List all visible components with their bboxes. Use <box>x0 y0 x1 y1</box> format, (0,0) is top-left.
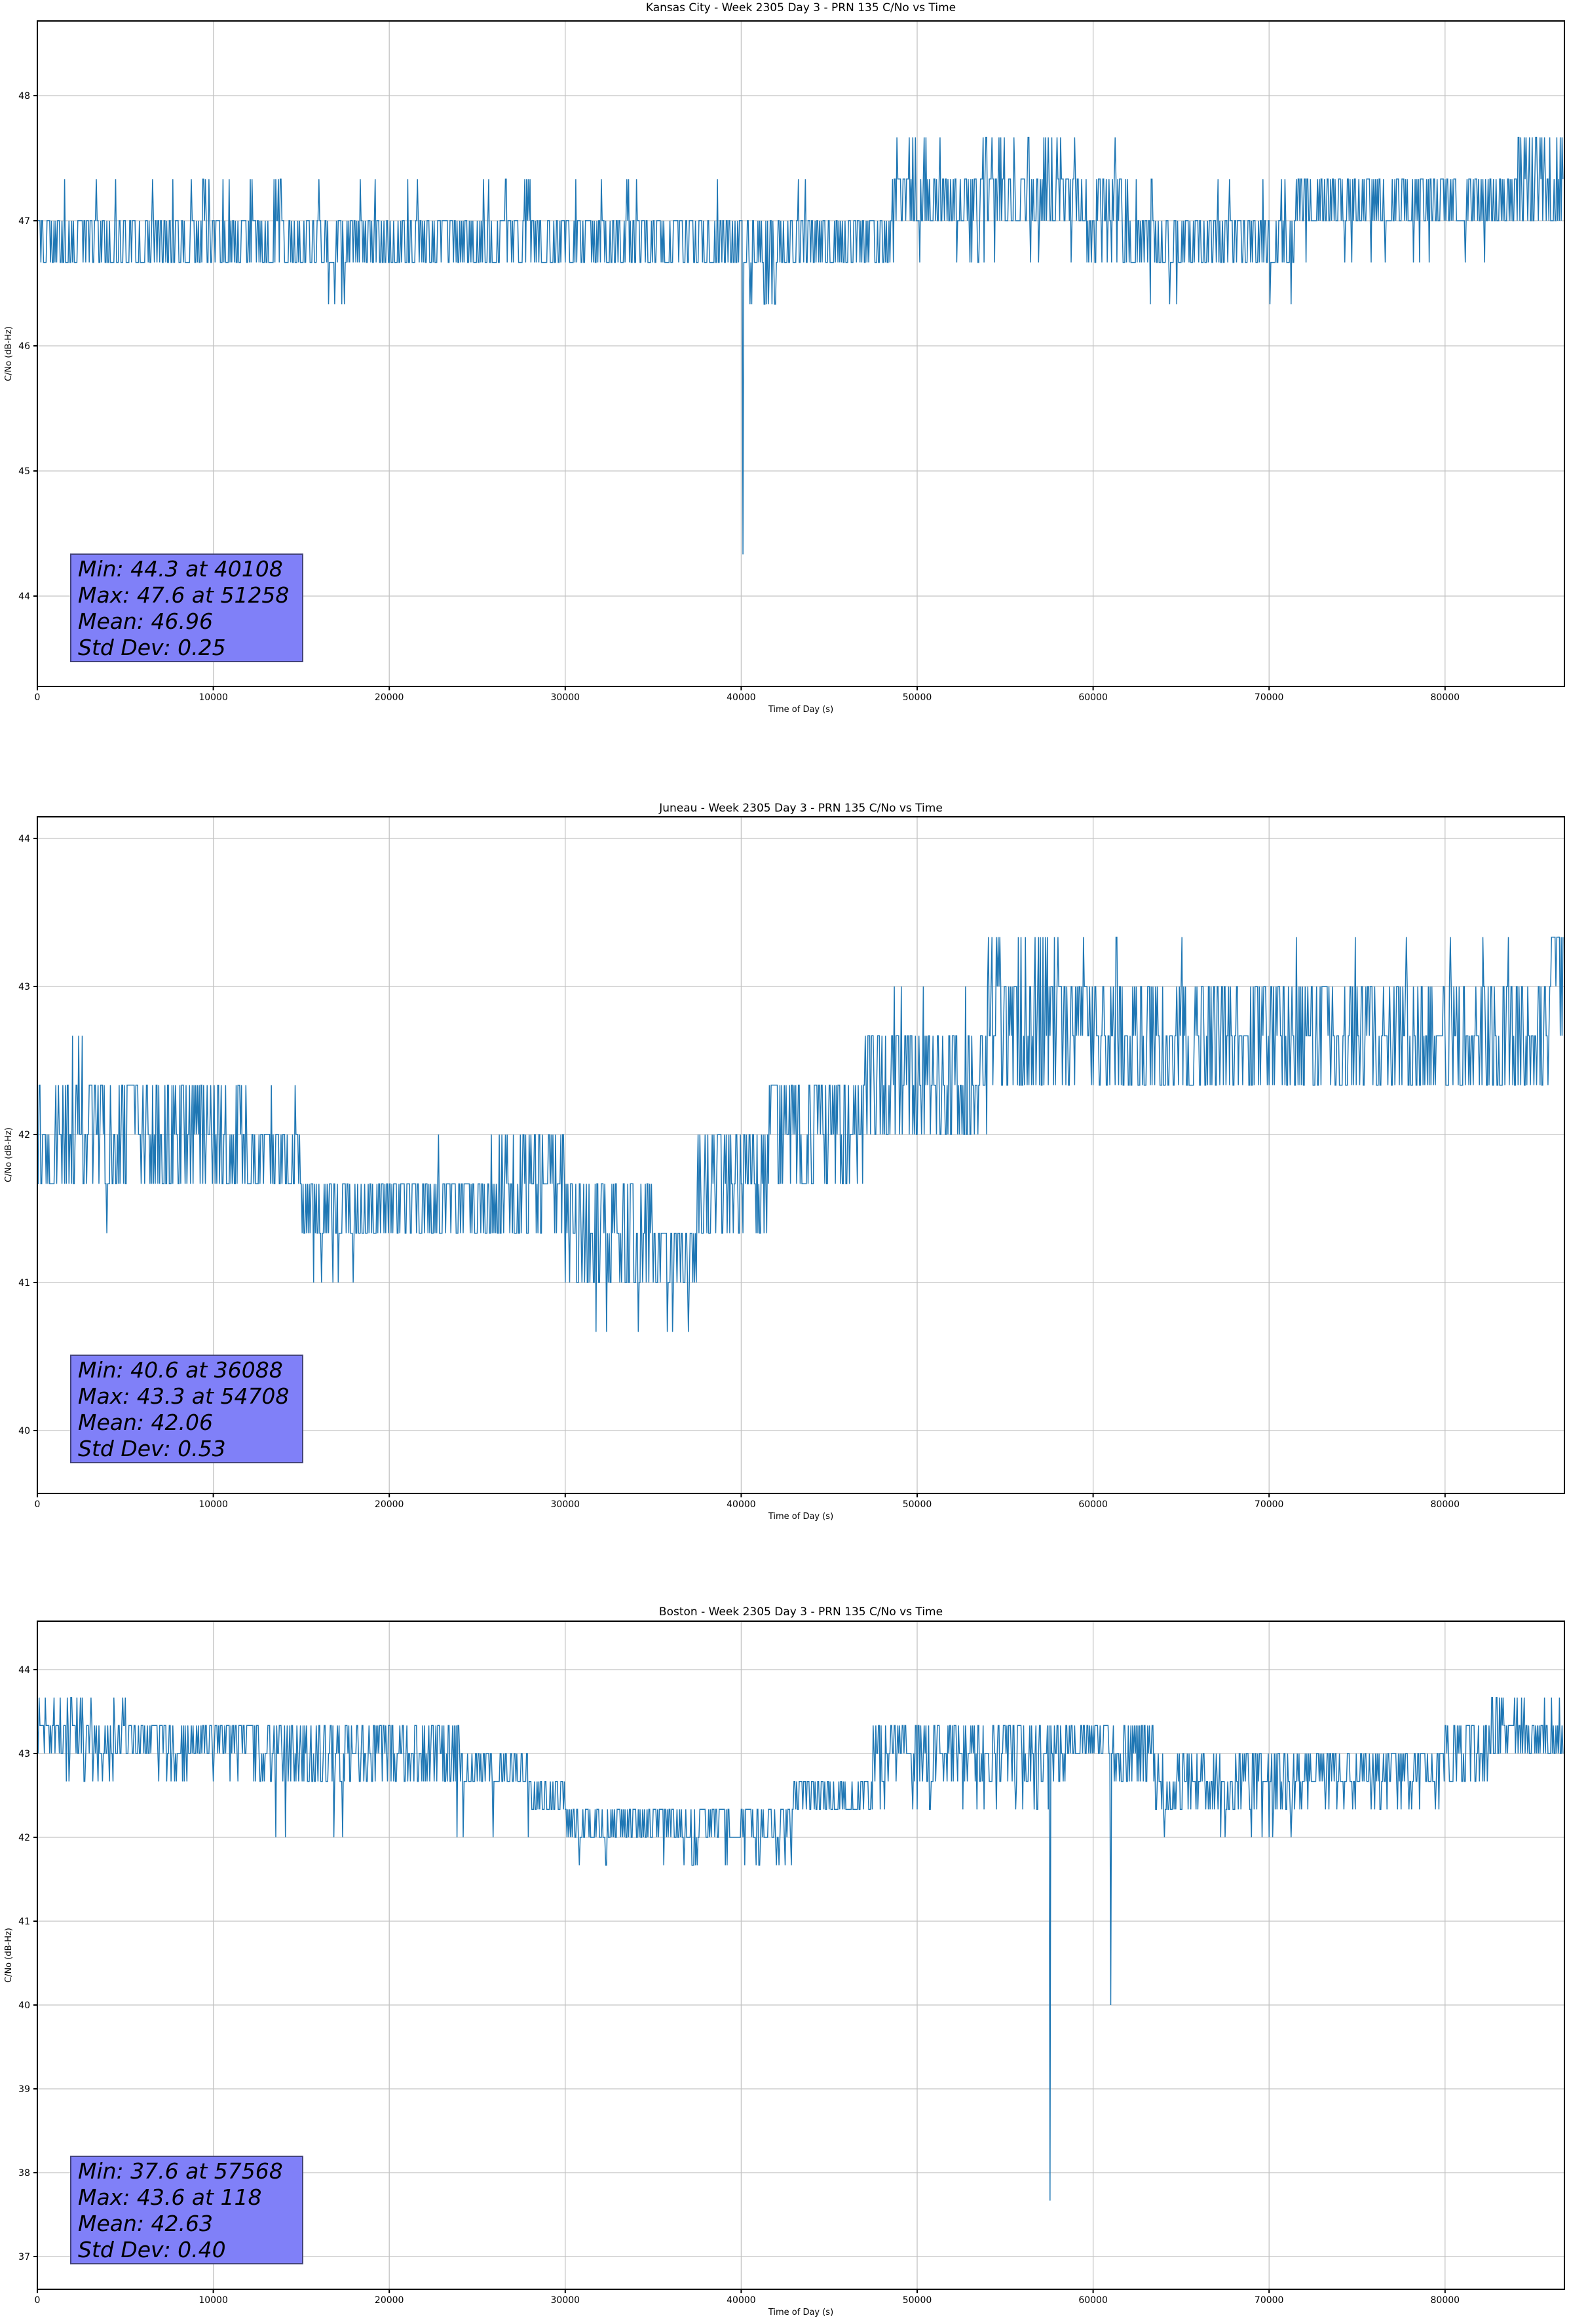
stats-mean: Mean: 46.96 <box>78 609 213 634</box>
series-line <box>37 936 1564 1332</box>
chart-2-plot: 0 10000 20000 30000 40000 50000 60000 70000 8000… <box>18 816 1565 1510</box>
chart-3-y-axis-label: C/No (dB-Hz) <box>4 1928 14 1983</box>
x-tick-label: 70000 <box>1255 2295 1284 2306</box>
y-tick-label: 40 <box>18 1426 30 1436</box>
y-tick-label: 44 <box>18 591 30 602</box>
x-tick-label: 70000 <box>1255 692 1284 703</box>
y-tick-label: 43 <box>18 1749 30 1759</box>
stats-max: Max: 47.6 at 51258 <box>78 582 290 608</box>
y-tick-label: 38 <box>18 2168 30 2179</box>
chart-2-y-axis-label: C/No (dB-Hz) <box>4 1127 14 1183</box>
stats-mean: Mean: 42.06 <box>78 1410 213 1435</box>
x-tick-label: 80000 <box>1431 2295 1460 2306</box>
x-tick-label: 30000 <box>551 2295 580 2306</box>
y-tick-label: 39 <box>18 2084 30 2095</box>
y-tick-label: 48 <box>18 91 30 102</box>
stats-min: Min: 44.3 at 40108 <box>78 556 283 582</box>
y-tick-label: 46 <box>18 341 30 352</box>
tick-marks <box>33 1669 1446 2293</box>
tick-labels: 0 10000 20000 30000 40000 50000 60000 70000 8000… <box>18 834 1460 1510</box>
x-tick-label: 40000 <box>727 2295 756 2306</box>
x-tick-label: 10000 <box>198 692 228 703</box>
y-tick-label: 42 <box>18 1833 30 1843</box>
chart-2-x-axis-label: Time of Day (s) <box>768 1512 834 1522</box>
plot-border <box>37 1621 1565 2290</box>
x-tick-label: 30000 <box>551 692 580 703</box>
gridlines <box>37 1621 1564 2289</box>
x-tick-label: 0 <box>35 2295 41 2306</box>
chart-1-plot: 0 10000 20000 30000 40000 50000 60000 70000 8000… <box>18 20 1565 703</box>
y-tick-label: 45 <box>18 466 30 477</box>
x-tick-label: 40000 <box>727 692 756 703</box>
y-tick-label: 43 <box>18 982 30 992</box>
x-tick-label: 60000 <box>1078 1499 1108 1510</box>
x-tick-label: 0 <box>35 1499 41 1510</box>
y-tick-label: 40 <box>18 2000 30 2011</box>
stats-mean: Mean: 42.63 <box>78 2211 213 2236</box>
y-tick-label: 44 <box>18 1665 30 1676</box>
stats-min: Min: 40.6 at 36088 <box>78 1357 283 1383</box>
y-tick-label: 41 <box>18 1278 30 1288</box>
plot-border <box>37 816 1565 1494</box>
stats-max: Max: 43.6 at 118 <box>78 2184 262 2210</box>
x-tick-label: 30000 <box>551 1499 580 1510</box>
x-tick-label: 50000 <box>903 692 932 703</box>
y-tick-label: 42 <box>18 1130 30 1140</box>
x-tick-label: 10000 <box>198 2295 228 2306</box>
series-line <box>37 1696 1564 2201</box>
chart-1-title: Kansas City - Week 2305 Day 3 - PRN 135 … <box>645 1 956 14</box>
chart-3-x-axis-label: Time of Day (s) <box>768 2308 834 2317</box>
x-tick-label: 60000 <box>1078 692 1108 703</box>
stats-stddev: Std Dev: 0.53 <box>78 1436 226 1461</box>
stats-max: Max: 43.3 at 54708 <box>78 1383 290 1409</box>
chart-1-y-axis-label: C/No (dB-Hz) <box>4 326 14 381</box>
x-tick-label: 20000 <box>375 2295 404 2306</box>
y-tick-label: 47 <box>18 216 30 227</box>
tick-marks <box>33 838 1446 1497</box>
x-tick-label: 10000 <box>198 1499 228 1510</box>
chart-2-title: Juneau - Week 2305 Day 3 - PRN 135 C/No … <box>659 802 943 815</box>
series-line <box>37 136 1564 555</box>
chart-1-stats-box: Min: 44.3 at 40108 Max: 47.6 at 51258 Me… <box>70 553 303 662</box>
chart-3-plot: 0 10000 20000 30000 40000 50000 60000 70000 8000… <box>18 1621 1565 2306</box>
x-tick-label: 20000 <box>375 1499 404 1510</box>
chart-1-x-axis-label: Time of Day (s) <box>768 705 834 715</box>
y-tick-label: 41 <box>18 1917 30 1927</box>
x-tick-label: 50000 <box>903 1499 932 1510</box>
x-tick-label: 80000 <box>1431 1499 1460 1510</box>
tick-labels: 0 10000 20000 30000 40000 50000 60000 70000 8000… <box>18 1665 1460 2306</box>
x-tick-label: 0 <box>35 692 41 703</box>
x-tick-label: 60000 <box>1078 2295 1108 2306</box>
x-tick-label: 80000 <box>1431 692 1460 703</box>
plot-border <box>37 20 1565 687</box>
x-tick-label: 40000 <box>727 1499 756 1510</box>
chart-3-title: Boston - Week 2305 Day 3 - PRN 135 C/No … <box>658 1605 943 1619</box>
y-tick-label: 44 <box>18 834 30 844</box>
y-tick-label: 37 <box>18 2252 30 2262</box>
tick-labels: 0 10000 20000 30000 40000 50000 60000 70000 8000… <box>18 91 1460 703</box>
stats-stddev: Std Dev: 0.25 <box>78 635 226 660</box>
chart-3-stats-box: Min: 37.6 at 57568 Max: 43.6 at 118 Mean… <box>70 2156 303 2264</box>
x-tick-label: 70000 <box>1255 1499 1284 1510</box>
x-tick-label: 20000 <box>375 692 404 703</box>
chart-2-stats-box: Min: 40.6 at 36088 Max: 43.3 at 54708 Me… <box>70 1355 303 1463</box>
tick-marks <box>33 95 1446 690</box>
stats-min: Min: 37.6 at 57568 <box>78 2158 283 2184</box>
x-tick-label: 50000 <box>903 2295 932 2306</box>
stats-stddev: Std Dev: 0.40 <box>78 2237 226 2262</box>
